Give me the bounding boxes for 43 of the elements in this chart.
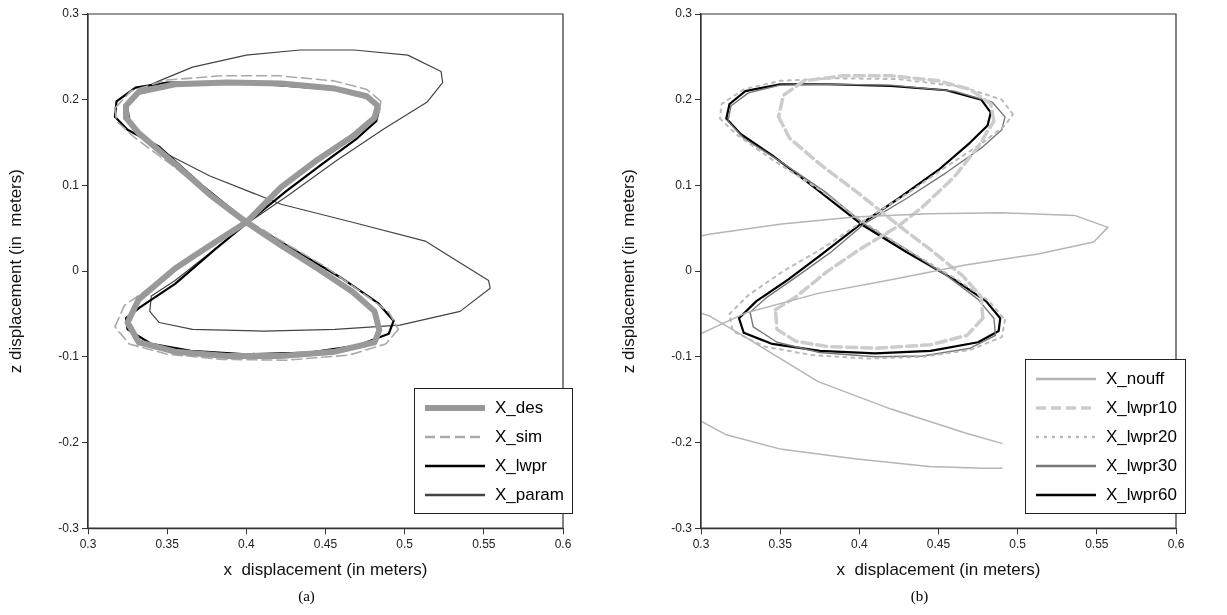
x-tick-label: 0.5 — [1009, 536, 1027, 551]
x-tick-label: 0.45 — [926, 536, 951, 551]
y-tick-label: -0.3 — [58, 520, 80, 535]
legend-label: X_param — [495, 484, 564, 505]
x-tick-label: 0.4 — [850, 536, 868, 551]
x-tick-label: 0.3 — [79, 536, 97, 551]
y-tick-label: -0.2 — [671, 434, 693, 449]
x-tick-label: 0.4 — [237, 536, 255, 551]
x-axis-title: x displacement (in meters) — [836, 560, 1041, 580]
x-tick-label: 0.3 — [692, 536, 710, 551]
x-tick-label: 0.5 — [396, 536, 414, 551]
legend-label: X_des — [495, 397, 544, 418]
y-tick-label: 0.3 — [675, 6, 693, 21]
y-tick-label: 0.1 — [62, 177, 80, 192]
x-tick-label: 0.6 — [1167, 536, 1185, 551]
y-tick-label: -0.1 — [671, 349, 693, 364]
legend-label: X_lwpr10 — [1106, 397, 1177, 418]
y-tick-label: -0.2 — [58, 434, 80, 449]
y-tick-label: 0.3 — [62, 6, 80, 21]
y-tick-label: 0 — [72, 263, 80, 278]
y-axis-title: z displacement (in meters) — [618, 169, 638, 374]
legend-label: X_lwpr — [495, 455, 547, 476]
x-tick-label: 0.35 — [768, 536, 793, 551]
x-tick-label: 0.35 — [155, 536, 180, 551]
text: (a) — [297, 588, 316, 605]
legend-label: X_sim — [495, 426, 543, 447]
x-tick-label: 0.55 — [1085, 536, 1109, 551]
legend-label: X_lwpr20 — [1106, 426, 1177, 447]
text: (b) — [909, 588, 930, 605]
legend-label: X_lwpr30 — [1106, 455, 1177, 476]
y-tick-label: -0.1 — [58, 349, 80, 364]
y-tick-label: 0.2 — [62, 92, 80, 107]
x-axis-title: x displacement (in meters) — [223, 560, 428, 580]
legend-label: X_lwpr60 — [1106, 484, 1177, 505]
y-tick-label: 0.2 — [675, 92, 693, 107]
y-tick-label: -0.3 — [671, 520, 693, 535]
y-tick-label: 0.1 — [675, 177, 693, 192]
x-tick-label: 0.6 — [554, 536, 572, 551]
y-axis-title: z displacement (in meters) — [5, 169, 25, 374]
x-tick-label: 0.45 — [313, 536, 338, 551]
legend-label: X_nouff — [1106, 368, 1165, 389]
x-tick-label: 0.55 — [472, 536, 496, 551]
y-tick-label: 0 — [685, 263, 693, 278]
